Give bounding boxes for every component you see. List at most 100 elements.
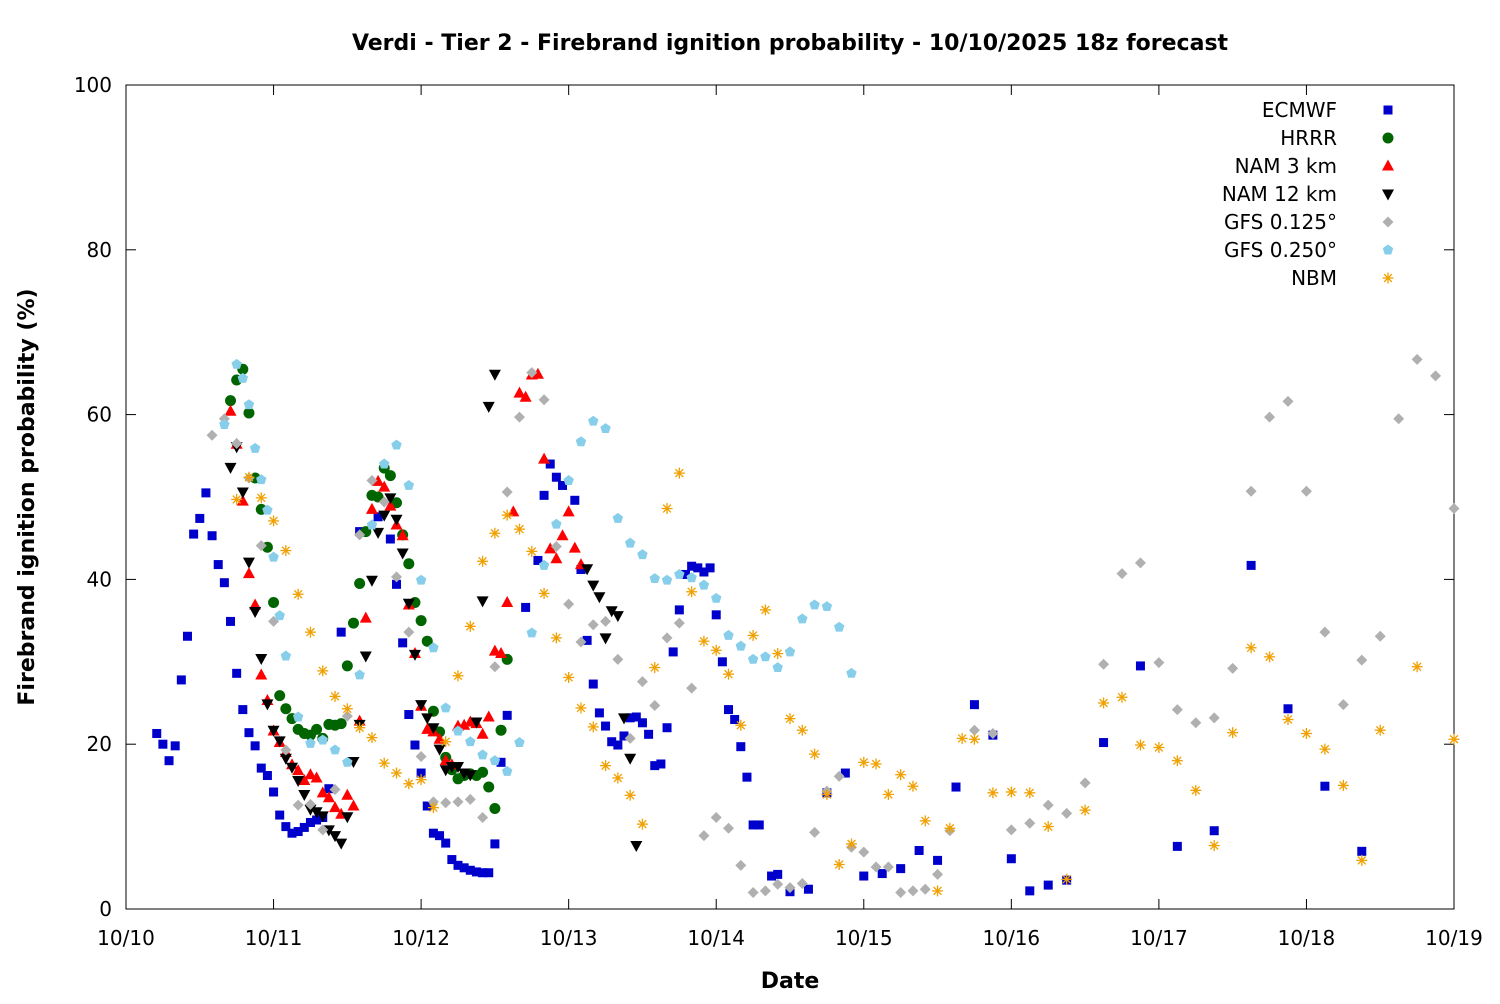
y-tick-label: 80	[87, 238, 112, 262]
data-point-hrrr	[391, 497, 403, 509]
data-point-gfs-0-125	[784, 882, 796, 894]
data-point-nam-12-km	[488, 369, 501, 381]
data-point-gfs-0-125	[550, 540, 562, 552]
data-point-ecmwf	[656, 759, 666, 769]
data-point-nbm	[772, 648, 784, 660]
data-point-gfs-0-250	[274, 610, 285, 621]
data-point-gfs-0-125	[575, 636, 587, 648]
data-point-ecmwf	[336, 627, 346, 637]
data-point-ecmwf	[496, 757, 506, 767]
data-point-ecmwf	[840, 768, 850, 778]
data-point-nbm	[231, 493, 243, 505]
data-point-nam-12-km	[378, 510, 391, 522]
data-point-gfs-0-125	[895, 887, 907, 899]
data-point-gfs-0-250	[219, 418, 230, 429]
data-point-gfs-0-250	[415, 574, 427, 585]
data-point-nam-12-km	[624, 753, 637, 765]
data-point-nbm	[1245, 642, 1257, 654]
data-point-nbm	[809, 748, 821, 760]
data-point-ecmwf	[742, 772, 752, 782]
data-point-hrrr	[384, 470, 396, 482]
data-point-ecmwf	[914, 845, 924, 855]
data-point-ecmwf	[545, 459, 555, 469]
data-point-nbm	[366, 732, 378, 744]
x-tick-label: 10/15	[835, 926, 893, 950]
data-point-nbm	[1134, 739, 1146, 751]
data-point-ecmwf	[1320, 781, 1330, 791]
data-point-nbm	[1411, 661, 1423, 673]
data-point-gfs-0-125	[538, 394, 550, 406]
data-point-nam-3-km	[568, 541, 581, 553]
data-point-gfs-0-125	[1042, 799, 1054, 811]
data-point-gfs-0-125	[1079, 777, 1091, 789]
data-point-gfs-0-125	[255, 540, 267, 552]
data-point-ecmwf	[459, 863, 469, 873]
data-point-nam-12-km	[261, 699, 274, 711]
data-point-nbm	[1190, 784, 1202, 796]
data-point-gfs-0-125	[759, 885, 771, 897]
data-point-gfs-0-250	[378, 458, 390, 469]
data-point-gfs-0-125	[1411, 353, 1423, 365]
data-point-nam-3-km	[378, 480, 391, 492]
data-point-ecmwf	[674, 605, 684, 615]
data-point-ecmwf	[533, 555, 543, 565]
data-point-gfs-0-125	[1227, 662, 1239, 674]
legend-marker-gfs-0-250	[1382, 244, 1394, 255]
data-point-nbm	[636, 818, 648, 830]
data-point-nbm	[538, 587, 550, 599]
data-point-nbm	[575, 702, 587, 714]
data-point-gfs-0-125	[661, 632, 673, 644]
data-point-nam-12-km	[329, 831, 342, 843]
data-point-nbm	[587, 721, 599, 733]
data-point-gfs-0-250	[735, 640, 747, 651]
data-point-nam-12-km	[618, 713, 630, 725]
data-point-gfs-0-250	[723, 629, 734, 640]
data-point-nam-12-km	[581, 564, 594, 576]
data-point-nam-3-km	[341, 788, 354, 800]
data-point-gfs-0-250	[833, 621, 845, 632]
data-point-gfs-0-250	[821, 601, 833, 612]
data-point-nbm	[612, 772, 624, 784]
data-point-gfs-0-125	[1467, 536, 1478, 547]
data-point-gfs-0-125	[809, 826, 821, 838]
data-point-ecmwf	[373, 512, 383, 522]
data-point-nbm	[329, 690, 341, 702]
data-point-gfs-0-250	[268, 551, 279, 562]
data-point-ecmwf	[324, 784, 334, 794]
x-tick-label: 10/18	[1278, 926, 1336, 950]
data-point-gfs-0-250	[262, 504, 273, 515]
data-point-gfs-0-250	[440, 702, 451, 713]
y-tick-label: 0	[99, 897, 112, 921]
data-point-nam-3-km	[458, 718, 471, 730]
data-point-nbm	[987, 787, 999, 799]
data-point-ecmwf	[736, 742, 746, 752]
data-point-nam-3-km	[359, 611, 372, 623]
axis-ticks: 10/10 10/11 10/12 10/13 10/14 10/15 10/16 10/17…	[74, 73, 1483, 950]
data-point-nam-12-km	[599, 633, 612, 645]
data-point-ecmwf	[416, 768, 426, 778]
data-point-nbm	[600, 760, 612, 772]
data-point-nbm	[464, 620, 476, 632]
data-point-nbm	[1098, 697, 1110, 709]
data-point-nbm	[833, 859, 845, 871]
data-point-ecmwf	[594, 708, 604, 718]
data-point-gfs-0-250	[661, 574, 673, 585]
data-point-nbm	[895, 769, 907, 781]
data-point-ecmwf	[803, 884, 813, 894]
data-point-nam-12-km	[427, 723, 440, 735]
data-point-hrrr	[483, 781, 495, 793]
data-point-ecmwf	[1283, 704, 1293, 714]
data-point-gfs-0-125	[206, 429, 218, 441]
data-point-nbm	[1208, 840, 1220, 852]
data-point-ecmwf	[877, 869, 887, 879]
data-point-gfs-0-250	[797, 613, 808, 624]
data-point-nam-3-km	[384, 499, 397, 511]
data-point-gfs-0-250	[329, 744, 341, 755]
data-point-nbm	[1042, 821, 1054, 833]
data-point-nbm	[968, 733, 980, 745]
data-point-nam-3-km	[298, 773, 311, 785]
y-tick-label: 40	[87, 567, 112, 591]
data-point-gfs-0-250	[452, 725, 464, 736]
data-point-nam-3-km	[316, 786, 329, 798]
